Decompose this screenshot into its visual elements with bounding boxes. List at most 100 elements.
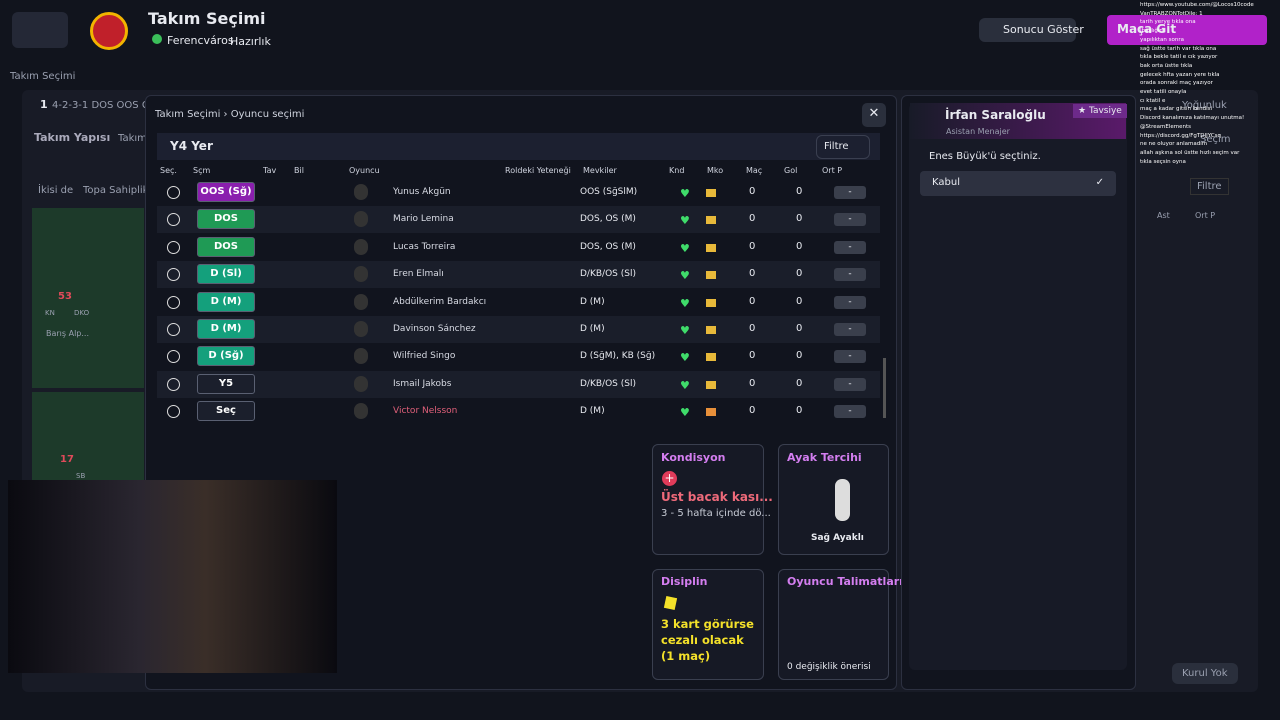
position-button[interactable]: Seç [197, 401, 255, 422]
player-row[interactable] [157, 261, 880, 289]
card-title: Oyuncu Talimatları [787, 575, 903, 588]
radio [167, 377, 180, 391]
breadcrumb: Takım Seçimi › Oyuncu seçimi [155, 109, 305, 120]
option[interactable]: Kabul ✓ [920, 171, 1116, 196]
breadcrumb: Takım Seçimi [10, 71, 76, 82]
avatar [354, 266, 368, 283]
webcam [8, 480, 337, 673]
page-title: Takım Seçimi [148, 9, 266, 28]
radio [167, 323, 180, 336]
position-button[interactable]: OOS (Sğ) [197, 182, 255, 202]
rating: 53 [58, 291, 72, 302]
matches: 0 [749, 323, 756, 334]
column-header: Gol [784, 166, 798, 175]
pitch [32, 392, 144, 482]
column: Ort P [1195, 211, 1216, 220]
condition-icon: ♥ [680, 351, 690, 365]
roles: D/KB/OS (Sl) [580, 269, 636, 280]
rating: - [834, 268, 866, 282]
show-result[interactable]: Sonucu Göster [979, 18, 1084, 42]
column-header: Roldeki Yeteneği [505, 166, 571, 175]
goals: 0 [796, 268, 803, 280]
club-logo [90, 12, 128, 50]
filter[interactable]: Filtre [1190, 178, 1229, 195]
mko-icon [706, 216, 716, 225]
chat-line: VanTRABZONTotDile: 1 [1140, 10, 1203, 17]
player-name: Davinson Sánchez [393, 324, 476, 334]
card-title: Ayak Tercihi [787, 451, 862, 464]
rating: - [834, 240, 866, 254]
chat-line: yapılıktan sonra [1140, 36, 1184, 43]
player-row[interactable] [157, 206, 880, 234]
stage: Hazırlık [230, 35, 271, 48]
roles: D (SğM), KB (Sğ) [580, 351, 656, 362]
rating: 17 [60, 454, 74, 465]
avatar [354, 321, 368, 337]
scrollbar [883, 358, 886, 418]
crumb[interactable]: Takım Seçimi [155, 109, 221, 120]
player-name: Victor Nelsson [393, 406, 458, 417]
close-button[interactable]: ✕ [862, 103, 886, 127]
assistant-name: İrfan Saraloğlu [945, 108, 1046, 122]
chat-line: cı ktatil e [1140, 97, 1166, 104]
player-row[interactable] [157, 343, 880, 370]
position-button[interactable]: DOS [197, 236, 255, 257]
toggle[interactable]: Topa Sahiplik [83, 185, 149, 196]
player-row[interactable] [157, 179, 880, 206]
tab[interactable]: Takım [118, 133, 147, 144]
nav-buttons[interactable] [12, 12, 68, 48]
chat-line: allah aşkına sol üstte hızlı seçim var [1140, 149, 1240, 156]
player-row[interactable] [157, 234, 880, 261]
formation-num: 1 [40, 98, 48, 111]
board[interactable]: Kurul Yok [1172, 663, 1238, 684]
matches: 0 [749, 186, 756, 197]
column-header: Ort P [822, 166, 843, 175]
go-match[interactable]: Maça Git [1107, 15, 1267, 45]
column-header: Tav [263, 166, 277, 175]
chat-line: @StreamElements [1140, 123, 1192, 130]
chat-line: gelecek hfta yazan yere tıkla [1140, 71, 1220, 78]
player-row[interactable] [157, 398, 880, 425]
goals: 0 [796, 186, 803, 197]
tag: SB [76, 472, 86, 480]
position-button[interactable]: Y5 [197, 373, 255, 394]
player-row[interactable] [157, 289, 880, 316]
tab[interactable]: Yoğunluk [1182, 100, 1227, 111]
rating: - [834, 323, 866, 336]
condition-icon: ♥ [680, 187, 690, 200]
position-button[interactable]: DOS [197, 209, 255, 230]
card-title: Disiplin [661, 575, 708, 588]
position-button[interactable]: D (Sl) [197, 264, 255, 285]
rating: - [834, 377, 866, 391]
mko-icon [706, 271, 716, 280]
avatar [354, 293, 368, 310]
filter[interactable]: Filtre [816, 135, 870, 159]
toggle[interactable]: İkisi de [38, 185, 74, 196]
mko-icon [706, 243, 716, 252]
player: Barış Alp... [46, 329, 90, 338]
player-row[interactable] [157, 316, 880, 343]
avatar [354, 375, 368, 392]
condition-icon: ♥ [680, 214, 690, 228]
rating: - [834, 405, 866, 419]
list-head [157, 133, 880, 160]
position-button[interactable]: D (M) [197, 319, 255, 339]
mko-icon [706, 353, 716, 362]
chat-line: tarih yerye tıkla ona [1140, 19, 1196, 26]
goals: 0 [796, 405, 803, 417]
condition-icon: ♥ [680, 406, 690, 420]
player-name: Lucas Torreira [393, 241, 456, 252]
player-row[interactable] [157, 370, 880, 398]
position-button[interactable]: D (M) [197, 291, 255, 312]
column-header: Mevkiler [583, 166, 617, 175]
column-header: Seç. [160, 166, 177, 175]
tag-text: Tavsiye [1088, 106, 1122, 116]
roles: D (M) [580, 296, 605, 307]
avatar [354, 403, 368, 420]
matches: 0 [749, 377, 756, 389]
matches: 0 [749, 213, 756, 225]
position-button[interactable]: D (Sğ) [197, 346, 255, 367]
column-header: Oyuncu [349, 166, 380, 175]
tab[interactable]: Seçim [1200, 134, 1231, 145]
tab[interactable]: Takım Yapısı [34, 131, 111, 144]
